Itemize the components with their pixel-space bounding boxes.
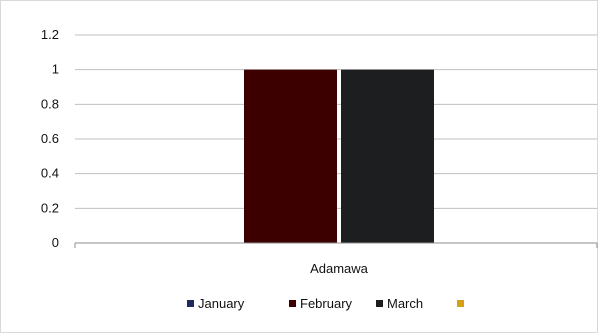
bar-march: [341, 69, 434, 244]
y-tick-label: 1.2: [41, 27, 59, 42]
x-axis: Adamawa: [74, 242, 598, 276]
legend-swatch: [376, 300, 383, 307]
y-tick-label: 0: [52, 235, 59, 250]
legend-label: March: [387, 296, 423, 311]
y-tick-label: 0.6: [41, 131, 59, 146]
legend-swatch: [289, 300, 296, 307]
legend-label: February: [300, 296, 353, 311]
y-axis-ticks: 0 0.2 0.4 0.6 0.8 1 1.2: [41, 27, 59, 250]
y-tick-label: 1: [52, 62, 59, 77]
bar-february: [244, 69, 337, 244]
bars: [244, 69, 434, 244]
y-tick-label: 0.4: [41, 166, 59, 181]
y-tick-label: 0.2: [41, 200, 59, 215]
legend: January February March: [187, 296, 464, 311]
legend-swatch: [187, 300, 194, 307]
x-category-label: Adamawa: [310, 261, 369, 276]
y-tick-label: 0.8: [41, 96, 59, 111]
legend-swatch: [457, 300, 464, 307]
legend-label: January: [198, 296, 245, 311]
